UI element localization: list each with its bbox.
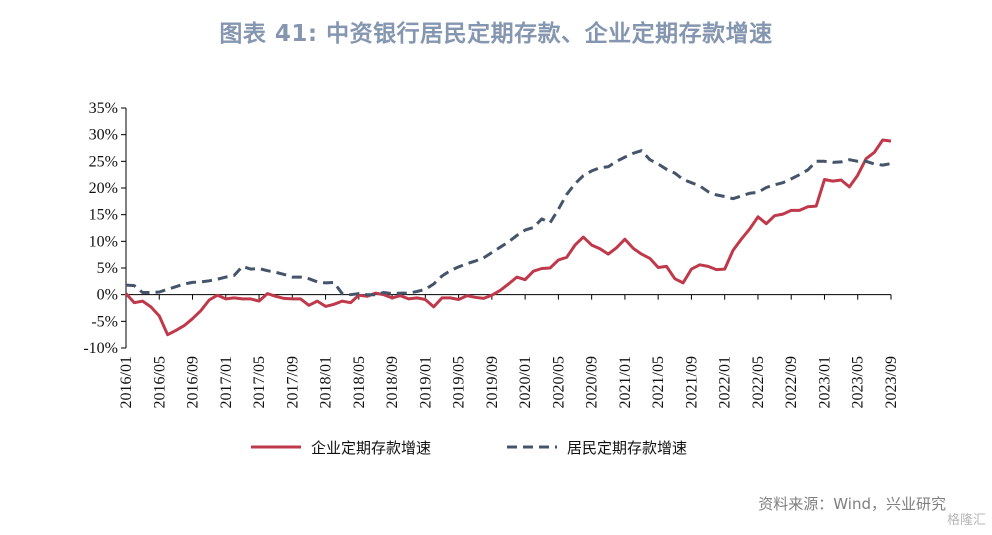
x-tick-label: 2020/09 [584, 356, 601, 408]
x-tick-label: 2016/09 [185, 356, 202, 408]
y-tick-label: 10% [89, 233, 118, 250]
legend-label: 居民定期存款增速 [567, 439, 687, 457]
y-tick-label: 0% [97, 287, 118, 304]
y-tick-label: 35% [89, 100, 118, 117]
x-tick-label: 2017/05 [251, 356, 268, 408]
x-tick-label: 2023/09 [883, 356, 900, 408]
x-tick-label: 2019/09 [484, 356, 501, 408]
source-note: 资料来源：Wind，兴业研究 [758, 495, 946, 513]
x-tick-label: 2023/05 [850, 356, 867, 408]
chart-title: 图表 41: 中资银行居民定期存款、企业定期存款增速 [219, 21, 773, 47]
x-tick-label: 2022/01 [717, 356, 734, 408]
y-tick-label: 30% [89, 127, 118, 144]
y-tick-label: -5% [91, 313, 118, 330]
legend: 企业定期存款增速 居民定期存款增速 [251, 439, 687, 457]
series-layer [124, 138, 892, 337]
series-line-enterprise [124, 138, 892, 337]
legend-item-enterprise: 企业定期存款增速 [251, 439, 431, 457]
x-tick-label: 2018/01 [318, 356, 335, 408]
legend-label: 企业定期存款增速 [311, 439, 431, 457]
x-tick-label: 2021/05 [650, 356, 667, 408]
x-tick-label: 2019/01 [417, 356, 434, 408]
y-tick-label: 15% [89, 207, 118, 224]
y-tick-label: -10% [83, 340, 118, 357]
watermark-logo: 格隆汇 [946, 513, 986, 528]
x-tick-label: 2022/05 [750, 356, 767, 408]
x-tick-label: 2021/01 [617, 356, 634, 408]
x-tick-label: 2017/01 [218, 356, 235, 408]
series-line-resident [125, 149, 892, 297]
x-tick-label: 2016/01 [118, 356, 135, 408]
x-tick-label: 2023/01 [816, 356, 833, 408]
x-tick-label: 2017/09 [284, 356, 301, 408]
x-tick-label: 2016/05 [151, 356, 168, 408]
x-tick-label: 2020/01 [517, 356, 534, 408]
axes: 35% 30% 25% 20% 15% 10% 5% 0% -5% -10%2016/01 2016… [83, 100, 900, 408]
legend-item-resident: 居民定期存款增速 [507, 439, 687, 457]
x-tick-label: 2019/05 [451, 356, 468, 408]
x-tick-label: 2020/05 [550, 356, 567, 408]
x-tick-label: 2022/09 [783, 356, 800, 408]
y-tick-label: 20% [89, 180, 118, 197]
y-tick-label: 5% [97, 260, 118, 277]
x-tick-label: 2018/05 [351, 356, 368, 408]
x-tick-label: 2018/09 [384, 356, 401, 408]
y-tick-label: 25% [89, 153, 118, 170]
x-tick-label: 2021/09 [683, 356, 700, 408]
